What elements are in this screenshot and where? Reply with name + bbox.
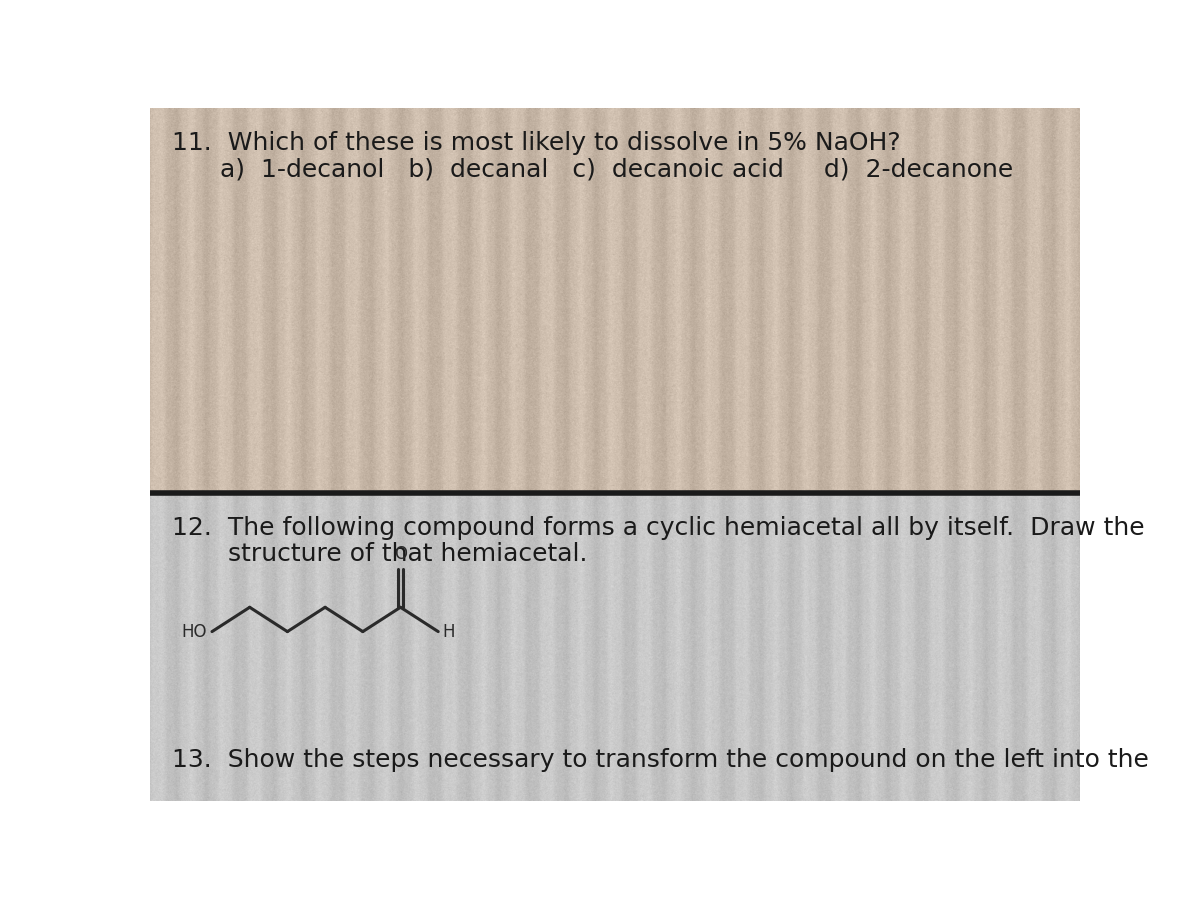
Text: 11.  Which of these is most likely to dissolve in 5% NaOH?: 11. Which of these is most likely to dis… bbox=[172, 131, 900, 155]
Text: O: O bbox=[394, 545, 407, 563]
Text: 13.  Show the steps necessary to transform the compound on the left into the: 13. Show the steps necessary to transfor… bbox=[172, 748, 1148, 771]
Text: structure of that hemiacetal.: structure of that hemiacetal. bbox=[172, 542, 587, 566]
Text: H: H bbox=[442, 623, 455, 641]
Text: a)  1-decanol   b)  decanal   c)  decanoic acid     d)  2-decanone: a) 1-decanol b) decanal c) decanoic acid… bbox=[172, 158, 1013, 181]
Text: 12.  The following compound forms a cyclic hemiacetal all by itself.  Draw the: 12. The following compound forms a cycli… bbox=[172, 516, 1145, 540]
Text: HO: HO bbox=[182, 623, 208, 641]
